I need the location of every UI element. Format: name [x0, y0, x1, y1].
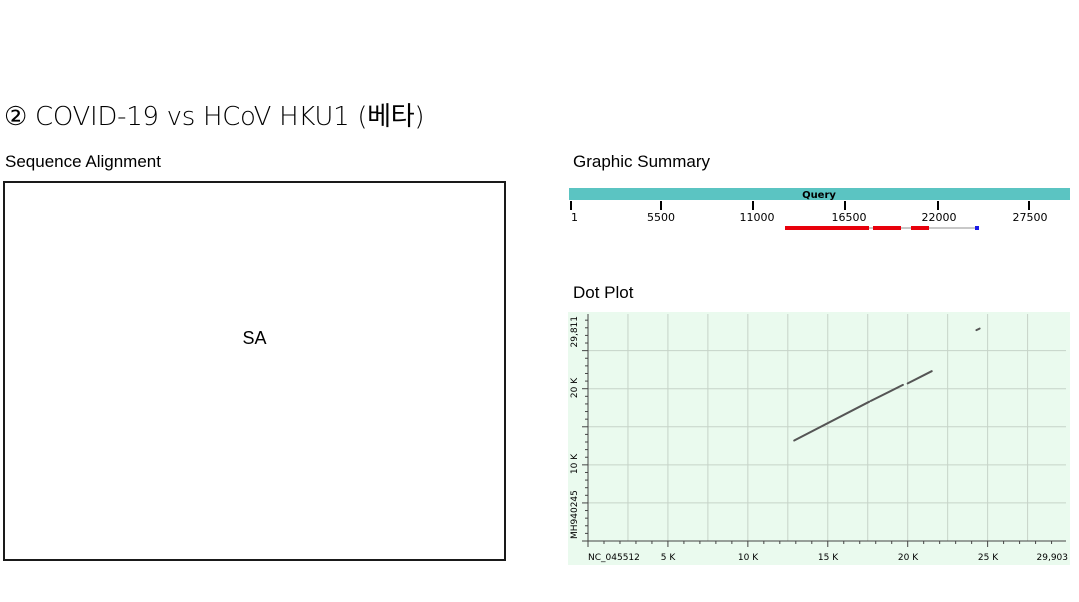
x-tick-label: 10 K — [738, 553, 759, 563]
sequence-alignment-panel: SA — [3, 181, 506, 561]
graphic-summary-panel: Query 1 5500 11000 16500 22000 27500 — [569, 188, 1070, 238]
summary-tick-label: 22000 — [922, 211, 957, 224]
sequence-alignment-label: Sequence Alignment — [5, 152, 161, 171]
dot-plot-background — [568, 312, 1070, 565]
summary-tick-label: 27500 — [1013, 211, 1048, 224]
query-bar — [569, 188, 1070, 200]
alignment-line — [975, 327, 981, 332]
alignment-line — [869, 383, 904, 402]
graphic-summary-svg: Query 1 5500 11000 16500 22000 27500 — [569, 188, 1070, 230]
hit-marker — [975, 226, 979, 230]
slide-title: ② COVID-19 vs HCoV HKU1 (베타) — [4, 102, 425, 132]
summary-tick-label: 5500 — [647, 211, 675, 224]
x-axis-name: NC_045512 — [588, 553, 640, 563]
y-end-label: 29,811 — [570, 316, 580, 348]
y-tick-label: 20 K — [570, 377, 580, 398]
dot-plot-svg: NC_045512 5 K 10 K 15 K 20 K 25 K 29,903… — [568, 312, 1070, 565]
hit-track — [785, 226, 979, 230]
dot-plot-axes — [582, 314, 1066, 547]
dot-plot-label: Dot Plot — [573, 283, 634, 302]
x-tick-label: 20 K — [898, 553, 919, 563]
dot-plot-grid — [588, 314, 1066, 541]
alignment-line — [906, 370, 933, 385]
y-tick-label: 10 K — [570, 453, 580, 474]
hit-segment — [911, 226, 929, 230]
x-end-label: 29,903 — [1037, 553, 1069, 563]
dot-plot-lines — [793, 327, 981, 442]
x-tick-label: 5 K — [661, 553, 677, 563]
graphic-summary-label: Graphic Summary — [573, 152, 710, 171]
query-label: Query — [802, 190, 836, 201]
x-tick-label: 15 K — [818, 553, 839, 563]
x-tick-label: 25 K — [978, 553, 999, 563]
hit-segment — [873, 226, 901, 230]
summary-tick-label: 1 — [571, 211, 578, 224]
y-axis-name: MH940245 — [570, 490, 580, 539]
summary-tick-label: 16500 — [832, 211, 867, 224]
summary-axis: 1 5500 11000 16500 22000 27500 — [570, 201, 1048, 224]
alignment-line — [793, 400, 871, 442]
sequence-alignment-placeholder: SA — [242, 328, 267, 348]
summary-tick-label: 11000 — [740, 211, 775, 224]
hit-segment — [785, 226, 869, 230]
dot-plot-panel: NC_045512 5 K 10 K 15 K 20 K 25 K 29,903… — [568, 312, 1070, 565]
